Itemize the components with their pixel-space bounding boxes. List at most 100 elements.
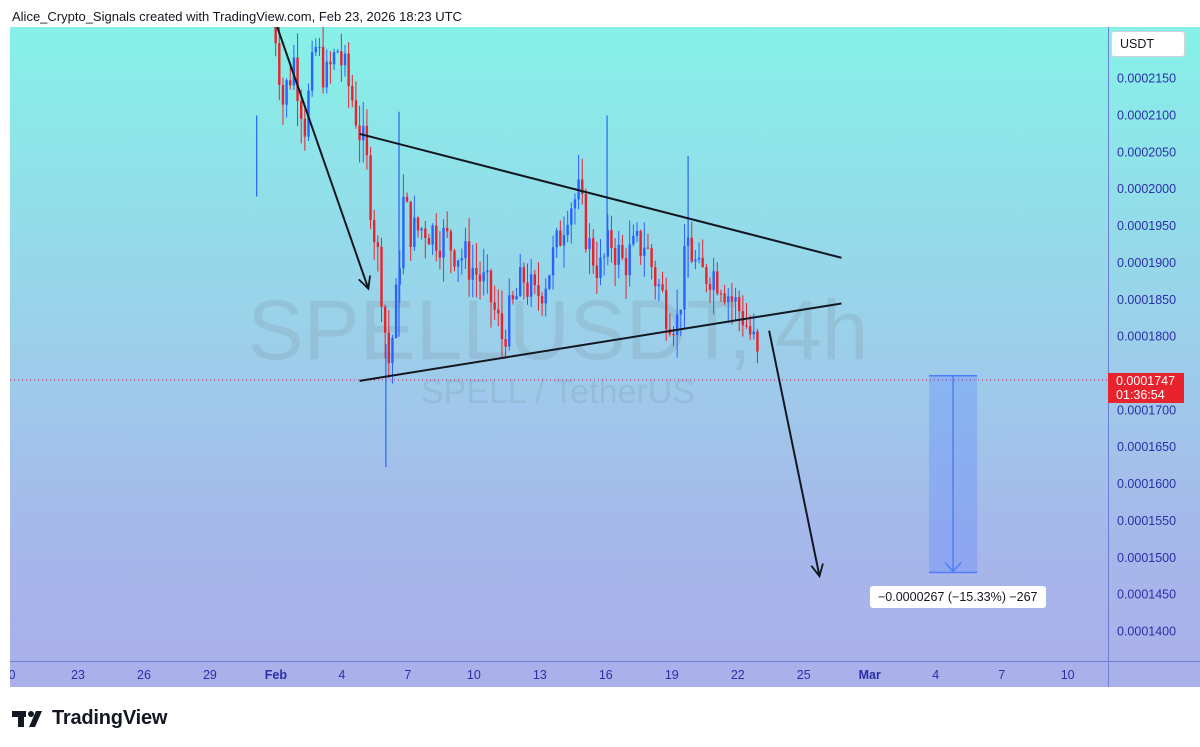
candle-body	[424, 228, 427, 238]
candle-body	[522, 267, 526, 283]
candle-body	[592, 238, 595, 266]
candle-body	[624, 258, 628, 276]
time-tick-label: Mar	[859, 668, 881, 682]
candle-body	[362, 125, 365, 141]
candle-body	[464, 241, 467, 259]
trendline	[359, 132, 842, 259]
candle-body	[679, 309, 682, 315]
candle-body	[694, 259, 697, 262]
candle-body	[475, 267, 478, 275]
candle-body	[690, 237, 693, 262]
candle-body	[391, 337, 394, 364]
candle-body	[373, 220, 376, 243]
candle-body	[515, 296, 518, 300]
candle-body	[435, 225, 438, 251]
price-tick-label: 0.0001800	[1117, 330, 1176, 344]
candle-body	[628, 244, 631, 276]
candle-body	[504, 339, 507, 347]
candle-body	[584, 194, 588, 250]
candle-body	[540, 296, 544, 304]
candle-body	[347, 53, 350, 87]
price-tick-label: 0.0001400	[1117, 625, 1176, 639]
drawing-tools[interactable]	[257, 27, 978, 576]
price-tick-label: 0.0001650	[1117, 440, 1176, 454]
candle-body	[376, 242, 380, 247]
candle-body	[705, 267, 708, 285]
candle-body	[537, 285, 540, 297]
candle-body	[508, 295, 511, 347]
candle-body	[332, 52, 336, 65]
last-price-value: 0.0001747	[1116, 374, 1176, 388]
arrow-line	[276, 27, 369, 289]
candle-body	[336, 51, 339, 53]
time-tick-label: 22	[731, 668, 745, 682]
candle-body	[613, 248, 617, 265]
price-tick-label: 0.0001550	[1117, 514, 1176, 528]
time-tick-label: 13	[533, 668, 547, 682]
candle-body	[380, 246, 383, 307]
candle-body	[471, 267, 474, 280]
chart-plot-area[interactable]: SPELLUSDT, 4h SPELL / TetherUS	[10, 27, 1108, 661]
candle-body	[639, 230, 642, 256]
candle-body	[621, 244, 624, 259]
candlestick-series	[256, 27, 759, 468]
candle-body	[617, 244, 620, 265]
candle-body	[559, 230, 562, 246]
currency-badge[interactable]: USDT	[1111, 31, 1185, 57]
candle-body	[595, 265, 599, 278]
candle-body	[402, 196, 405, 269]
candle-body	[329, 61, 332, 65]
candle-body	[599, 257, 602, 278]
candle-body	[482, 272, 485, 282]
time-tick-label: 0	[10, 668, 16, 682]
time-tick-label: 29	[203, 668, 217, 682]
bar-countdown: 01:36:54	[1116, 388, 1165, 402]
candle-body	[292, 57, 296, 86]
trendline	[359, 302, 842, 382]
candle-body	[712, 271, 715, 290]
candle-body	[511, 295, 515, 300]
candle-body	[296, 57, 299, 101]
candle-body	[358, 125, 361, 141]
candle-body	[719, 293, 723, 295]
candle-body	[460, 258, 463, 261]
candle-body	[734, 297, 737, 302]
candle-body	[431, 225, 434, 245]
candle-body	[606, 230, 609, 257]
candle-body	[369, 155, 372, 221]
candle-body	[398, 268, 401, 285]
candle-body	[519, 267, 522, 297]
candle-body	[665, 290, 668, 330]
candle-body	[307, 90, 310, 137]
candle-body	[654, 267, 657, 287]
candle-body	[661, 284, 664, 291]
candle-body	[300, 100, 303, 119]
candle-body	[701, 257, 704, 268]
time-tick-label: 25	[797, 668, 811, 682]
arrow-line	[768, 330, 819, 576]
time-tick-label: 4	[338, 668, 345, 682]
price-chart[interactable]: SPELLUSDT, 4h SPELL / TetherUS	[10, 27, 1108, 661]
tradingview-logo[interactable]: TradingView	[12, 707, 167, 730]
candle-body	[289, 80, 292, 86]
candle-body	[416, 217, 420, 231]
watermark-symbol: SPELLUSDT, 4h	[248, 283, 869, 377]
candle-body	[551, 247, 555, 276]
candle-body	[405, 196, 409, 202]
price-axis[interactable]: 0.00022000.00021500.00021000.00020500.00…	[1108, 27, 1200, 661]
time-tick-label: 7	[998, 668, 1005, 682]
time-tick-label: 19	[665, 668, 679, 682]
candle-body	[343, 53, 347, 66]
candle-body	[351, 86, 354, 101]
price-range-label: −0.0000267 (−15.33%) −267	[870, 586, 1046, 608]
candle-body	[427, 237, 431, 245]
candle-body	[708, 284, 712, 290]
candle-body	[573, 199, 577, 209]
time-axis-ticks: 0 23 26 29 Feb 4 7 10 13 16 19 22 25 Mar 4 7 10	[9, 668, 1075, 682]
price-tick-label: 0.0001700	[1117, 403, 1176, 417]
time-axis[interactable]: 0 23 26 29 Feb 4 7 10 13 16 19 22 25 Mar 4 7 10	[9, 661, 1108, 687]
candle-body	[413, 217, 416, 248]
candle-body	[727, 296, 730, 303]
candle-body	[394, 284, 398, 338]
candle-body	[683, 245, 686, 310]
